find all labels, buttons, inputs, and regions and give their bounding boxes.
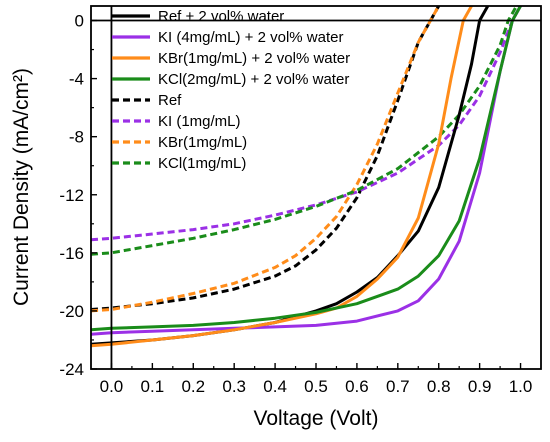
x-tick-label: 0.9 [468,377,492,396]
x-tick-label: 0.0 [100,377,124,396]
legend-label: Ref [158,92,182,109]
x-tick-label: 0.2 [181,377,205,396]
y-tick-label: 0 [75,12,84,31]
y-tick-label: -12 [59,186,84,205]
x-axis-title: Voltage (Volt) [254,407,379,430]
x-tick-label: 0.8 [427,377,451,396]
y-axis: 0 -4 -8 -12 -16 -20 -24 [59,12,97,379]
y-axis-title: Current Density (mA/cm²) [10,68,33,306]
x-tick-label: 1.0 [509,377,533,396]
legend-label: KCl(1mg/mL) [158,155,246,172]
reference-lines [91,6,541,369]
x-tick-label: 0.3 [222,377,246,396]
legend-label: KCl(2mg/mL) + 2 vol% water [158,71,349,88]
series-line-4 [91,6,441,311]
x-axis: 0.0 0.1 0.2 0.3 0.4 0.5 0.6 0.7 0.8 0.9 1.0 [100,363,533,396]
x-tick-label: 0.6 [345,377,369,396]
legend-label: Ref + 2 vol% water [158,8,284,25]
y-tick-label: -4 [69,70,84,89]
series-line-1 [91,6,522,336]
legend-label: KI (1mg/mL) [158,113,241,130]
y-tick-label: -20 [59,302,84,321]
legend-label: KBr(1mg/mL) + 2 vol% water [158,50,350,67]
x-tick-label: 0.1 [141,377,165,396]
y-tick-label: -24 [59,360,84,379]
series-line-2 [91,6,473,348]
series-curves [91,6,522,348]
series-line-6 [91,6,441,313]
x-tick-label: 0.7 [386,377,410,396]
y-tick-label: -8 [69,128,84,147]
series-line-7 [91,6,518,256]
legend: Ref + 2 vol% water KI (4mg/mL) + 2 vol% w… [112,8,350,172]
series-line-3 [91,6,522,332]
legend-label: KI (4mg/mL) + 2 vol% water [158,29,343,46]
y-tick-label: -16 [59,244,84,263]
legend-label: KBr(1mg/mL) [158,134,247,151]
x-tick-label: 0.5 [304,377,328,396]
x-tick-label: 0.4 [263,377,287,396]
